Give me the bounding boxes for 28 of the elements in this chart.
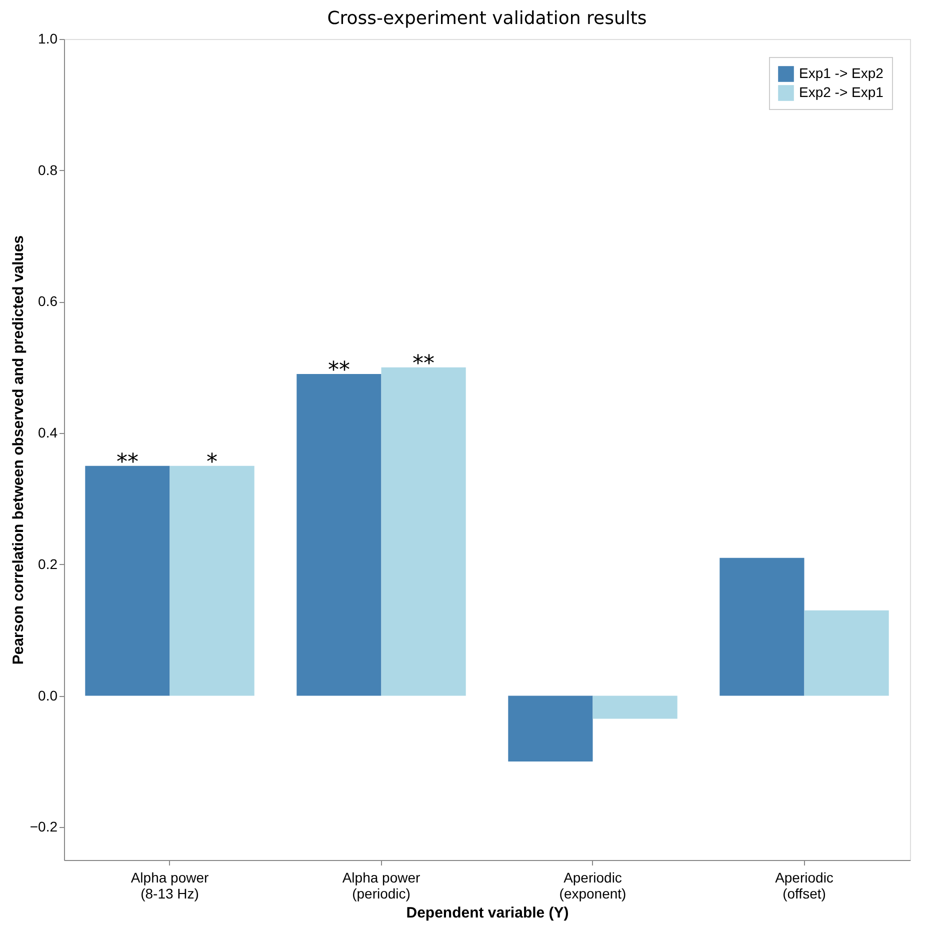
bar <box>592 696 678 719</box>
y-tick-label: 1.0 <box>38 30 58 46</box>
bar <box>508 696 593 762</box>
x-tick-label: Alpha power (periodic) <box>342 870 420 902</box>
y-tick-label: 0.6 <box>38 293 58 310</box>
bar <box>170 466 254 696</box>
y-tick-label: 0.2 <box>38 556 58 572</box>
legend-label: Exp1 -> Exp2 <box>799 65 884 81</box>
annotation: ** <box>116 450 138 475</box>
bar <box>720 558 804 696</box>
bar <box>804 610 889 696</box>
x-axis-title: Dependent variable (Y) <box>406 904 569 922</box>
annotation: * <box>206 450 218 475</box>
y-tick-label: 0.4 <box>38 424 58 441</box>
y-tick-label: −0.2 <box>30 818 58 835</box>
annotation: ** <box>412 351 435 376</box>
bar <box>296 374 382 696</box>
y-tick-label: 0.8 <box>38 162 58 178</box>
x-tick-label: Aperiodic (exponent) <box>559 870 626 902</box>
legend-label: Exp2 -> Exp1 <box>799 84 884 100</box>
annotation: ** <box>328 358 350 383</box>
bar <box>381 367 466 696</box>
x-tick-label: Alpha power (8-13 Hz) <box>130 870 209 902</box>
y-tick-label: 0.0 <box>38 687 58 704</box>
chart-title: Cross-experiment validation results <box>327 8 647 29</box>
bar <box>85 466 170 696</box>
y-axis-title: Pearson correlation between observed and predicted values <box>10 235 27 665</box>
x-tick-label: Aperiodic (offset) <box>775 870 834 902</box>
